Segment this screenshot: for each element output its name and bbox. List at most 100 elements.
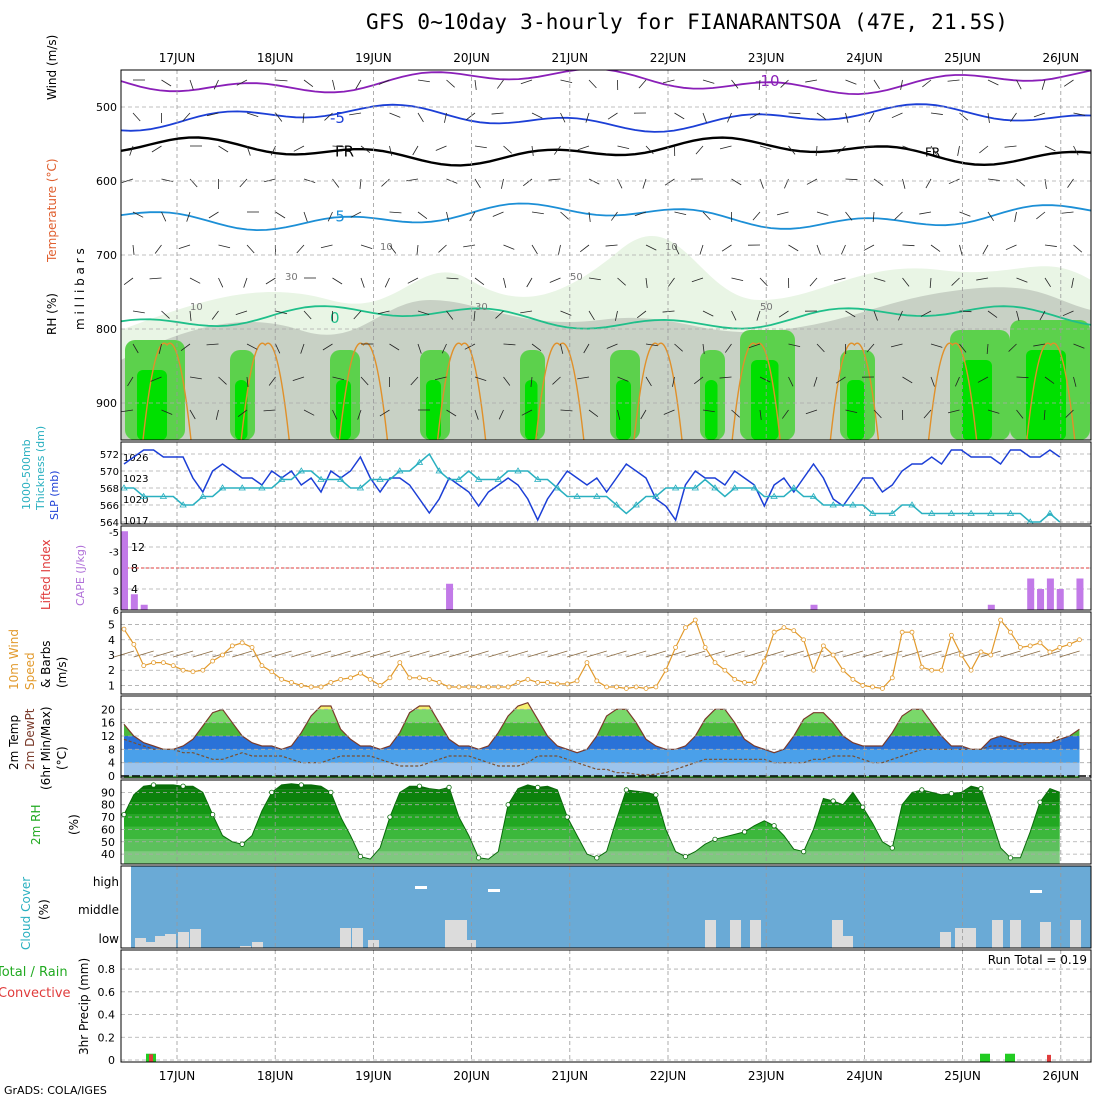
wind-barb xyxy=(695,145,704,155)
thickness-marker xyxy=(218,484,227,491)
wind-barb xyxy=(495,310,504,319)
wind-speed-point xyxy=(466,684,472,690)
wind-barb xyxy=(560,310,572,316)
thickness-marker xyxy=(494,475,503,482)
surface-wind-barb xyxy=(586,650,607,658)
wind-barb xyxy=(332,178,340,188)
wind-barb xyxy=(560,79,573,83)
thickness-marker xyxy=(474,475,483,482)
slp-label: SLP (mb) xyxy=(48,470,61,520)
wind-barb xyxy=(588,79,597,89)
wind-barb xyxy=(444,112,447,123)
wind-barb xyxy=(236,79,248,86)
cape-tick: 8 xyxy=(131,562,138,575)
wind-barb xyxy=(132,112,141,122)
rh-axis-unit: (%) xyxy=(67,814,81,835)
wind-speed-point xyxy=(131,641,137,647)
wind-barb xyxy=(691,277,704,283)
rh-point xyxy=(801,849,807,855)
wind-barb xyxy=(925,178,932,189)
wind-barb xyxy=(332,409,338,420)
surface-wind-barb xyxy=(409,650,430,658)
cloud-low-bar xyxy=(940,932,951,948)
wind-barb xyxy=(813,376,818,387)
wind-speed-point xyxy=(180,667,186,673)
day-label-top: 19JUN xyxy=(355,51,392,65)
surface-wind-barb xyxy=(350,650,371,658)
wind-barb xyxy=(503,145,512,154)
thickness-marker xyxy=(711,484,719,491)
wind-barb xyxy=(522,178,533,187)
wind-barb xyxy=(360,277,365,288)
wind-barb xyxy=(389,145,393,156)
wind-barb xyxy=(588,178,600,185)
surface-wind-barb xyxy=(1059,650,1080,658)
rh-band xyxy=(124,802,1060,815)
wind-barb xyxy=(577,145,590,151)
wind-barb xyxy=(526,277,533,288)
cloud-low-bar xyxy=(842,936,853,948)
wind-barb xyxy=(890,343,903,348)
wind-barb xyxy=(521,409,533,416)
wind-barb xyxy=(530,376,533,388)
wind-speed-point xyxy=(397,660,403,666)
surface-wind-barb xyxy=(665,650,686,658)
thickness-marker xyxy=(159,492,168,499)
wind-barb xyxy=(531,112,543,119)
wind-barb xyxy=(246,376,249,388)
wind-speed-point xyxy=(673,644,678,650)
thickness-marker xyxy=(1006,509,1015,516)
rh-point xyxy=(387,814,393,820)
wind-barb xyxy=(161,79,172,87)
wind-barb xyxy=(674,211,687,215)
wind-barb xyxy=(1033,343,1046,347)
temperature-contour xyxy=(121,136,1091,167)
temp-axis-label: (°C) xyxy=(55,746,69,770)
wind-barb xyxy=(781,409,789,419)
wind-barb xyxy=(531,145,534,156)
wind-barb xyxy=(293,145,305,152)
wind-barb xyxy=(835,376,846,384)
wind-barb xyxy=(189,310,192,322)
cape-tick: 12 xyxy=(131,541,145,554)
surface-wind-barb xyxy=(1000,650,1021,658)
wind-barb xyxy=(1073,112,1086,116)
wind-barb xyxy=(663,409,675,415)
surface-wind-barb xyxy=(488,650,509,658)
wind-barb xyxy=(731,310,737,321)
cloud-low-bar xyxy=(465,940,476,948)
thickness-marker xyxy=(908,501,916,508)
wind-speed-point xyxy=(614,684,619,690)
rh-point xyxy=(475,855,482,861)
wind-speed-point xyxy=(486,684,491,690)
slp-frame xyxy=(120,441,1092,525)
surface-wind-barb xyxy=(133,650,154,658)
cloud-axis-label: Cloud Cover xyxy=(19,877,33,950)
rh-shade-high xyxy=(426,380,441,440)
thickness-marker xyxy=(455,475,463,482)
precip-convective-bar xyxy=(149,1054,153,1062)
wind-barb xyxy=(1016,376,1029,379)
rh-shade-high xyxy=(962,360,992,440)
cloud-high-bar xyxy=(415,886,427,889)
wind-barb xyxy=(303,211,308,222)
rh-contour-label: 30 xyxy=(285,272,298,283)
wind-barb xyxy=(898,310,903,321)
wind-barb xyxy=(303,79,314,88)
wind-barb xyxy=(788,244,799,252)
wind-barb xyxy=(127,376,134,387)
wind-barb xyxy=(588,409,599,418)
wind-barb xyxy=(1004,145,1017,148)
wind-speed-point xyxy=(1047,649,1053,655)
cloud-low-bar xyxy=(340,928,351,948)
rh-band xyxy=(124,789,1060,803)
wind-barb xyxy=(977,376,989,383)
lifted-index-tick: 3 xyxy=(113,587,119,598)
wind-barb xyxy=(845,178,858,181)
wind-barb xyxy=(902,178,906,189)
rh-point xyxy=(919,787,925,793)
wind-barb xyxy=(389,343,400,351)
wind-barb xyxy=(303,409,315,416)
wind-barb xyxy=(758,79,761,91)
slp-tick: 1020 xyxy=(123,495,148,506)
